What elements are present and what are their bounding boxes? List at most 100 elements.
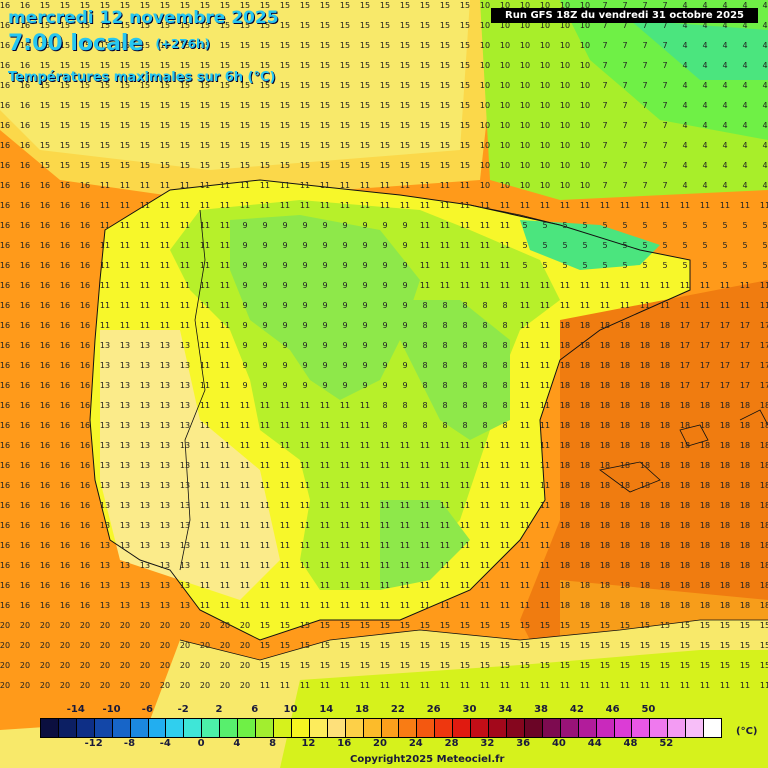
- grid-value: 11: [220, 221, 230, 230]
- grid-value: 16: [80, 381, 90, 390]
- grid-value: 4: [762, 21, 767, 30]
- grid-value: 10: [560, 141, 570, 150]
- grid-value: 20: [120, 661, 130, 670]
- grid-value: 11: [240, 201, 250, 210]
- grid-value: 9: [382, 301, 387, 310]
- grid-value: 4: [682, 1, 687, 10]
- grid-value: 16: [0, 561, 10, 570]
- grid-value: 11: [320, 541, 330, 550]
- grid-value: 11: [240, 181, 250, 190]
- grid-value: 11: [100, 181, 110, 190]
- grid-value: 15: [320, 101, 330, 110]
- grid-value: 11: [180, 281, 190, 290]
- grid-value: 11: [420, 281, 430, 290]
- grid-value: 18: [620, 481, 630, 490]
- grid-value: 11: [100, 281, 110, 290]
- grid-value: 16: [60, 321, 70, 330]
- grid-value: 11: [220, 321, 230, 330]
- grid-value: 10: [540, 121, 550, 130]
- grid-value: 16: [0, 201, 10, 210]
- grid-value: 20: [160, 681, 170, 690]
- grid-value: 15: [380, 621, 390, 630]
- grid-value: 11: [580, 201, 590, 210]
- grid-value: 16: [60, 201, 70, 210]
- grid-value: 9: [382, 361, 387, 370]
- grid-value: 15: [380, 661, 390, 670]
- grid-value: 11: [160, 321, 170, 330]
- grid-value: 4: [762, 101, 767, 110]
- grid-value: 15: [380, 41, 390, 50]
- legend-swatch: [41, 719, 59, 737]
- grid-value: 5: [762, 261, 767, 270]
- grid-value: 11: [300, 581, 310, 590]
- grid-value: 15: [660, 641, 670, 650]
- grid-value: 18: [620, 561, 630, 570]
- grid-value: 16: [40, 221, 50, 230]
- grid-value: 15: [360, 641, 370, 650]
- grid-value: 11: [220, 281, 230, 290]
- grid-value: 4: [722, 21, 727, 30]
- grid-value: 16: [0, 141, 10, 150]
- grid-value: 16: [0, 301, 10, 310]
- grid-value: 11: [180, 201, 190, 210]
- grid-value: 18: [620, 381, 630, 390]
- grid-value: 18: [580, 481, 590, 490]
- grid-value: 17: [740, 381, 750, 390]
- grid-value: 18: [740, 601, 750, 610]
- grid-value: 11: [200, 281, 210, 290]
- grid-value: 15: [140, 141, 150, 150]
- grid-value: 11: [380, 461, 390, 470]
- grid-value: 15: [320, 21, 330, 30]
- grid-value: 9: [242, 381, 247, 390]
- grid-value: 11: [340, 421, 350, 430]
- grid-value: 13: [180, 401, 190, 410]
- grid-value: 16: [60, 301, 70, 310]
- grid-value: 15: [120, 1, 130, 10]
- time-offset: (+276h): [155, 37, 211, 51]
- grid-value: 7: [602, 101, 607, 110]
- grid-value: 4: [682, 81, 687, 90]
- grid-value: 11: [340, 441, 350, 450]
- grid-value: 11: [220, 581, 230, 590]
- grid-value: 13: [100, 481, 110, 490]
- grid-value: 15: [680, 661, 690, 670]
- grid-value: 15: [80, 21, 90, 30]
- grid-value: 11: [480, 521, 490, 530]
- legend-tick-label: 8: [269, 738, 277, 749]
- grid-value: 15: [740, 641, 750, 650]
- legend-swatch: [363, 719, 382, 737]
- grid-value: 15: [600, 641, 610, 650]
- grid-value: 13: [120, 381, 130, 390]
- grid-value: 11: [440, 681, 450, 690]
- grid-value: 8: [502, 301, 507, 310]
- grid-value: 16: [80, 581, 90, 590]
- grid-value: 10: [480, 41, 490, 50]
- grid-value: 11: [520, 521, 530, 530]
- grid-value: 17: [680, 341, 690, 350]
- grid-value: 20: [20, 641, 30, 650]
- grid-value: 4: [762, 181, 767, 190]
- grid-value: 8: [482, 361, 487, 370]
- grid-value: 9: [362, 281, 367, 290]
- grid-value: 11: [240, 461, 250, 470]
- grid-value: 18: [660, 421, 670, 430]
- grid-value: 11: [180, 181, 190, 190]
- grid-value: 10: [580, 41, 590, 50]
- grid-value: 16: [80, 501, 90, 510]
- grid-value: 17: [740, 341, 750, 350]
- grid-value: 11: [220, 181, 230, 190]
- grid-value: 15: [380, 61, 390, 70]
- grid-value: 11: [440, 581, 450, 590]
- grid-value: 15: [140, 61, 150, 70]
- grid-value: 15: [380, 141, 390, 150]
- grid-value: 11: [520, 441, 530, 450]
- grid-value: 16: [60, 541, 70, 550]
- grid-value: 10: [560, 81, 570, 90]
- grid-value: 11: [540, 321, 550, 330]
- legend-swatch: [506, 719, 525, 737]
- legend-tick-label: 6: [251, 704, 259, 715]
- grid-value: 20: [60, 641, 70, 650]
- grid-value: 11: [540, 561, 550, 570]
- grid-value: 13: [180, 581, 190, 590]
- grid-value: 15: [620, 641, 630, 650]
